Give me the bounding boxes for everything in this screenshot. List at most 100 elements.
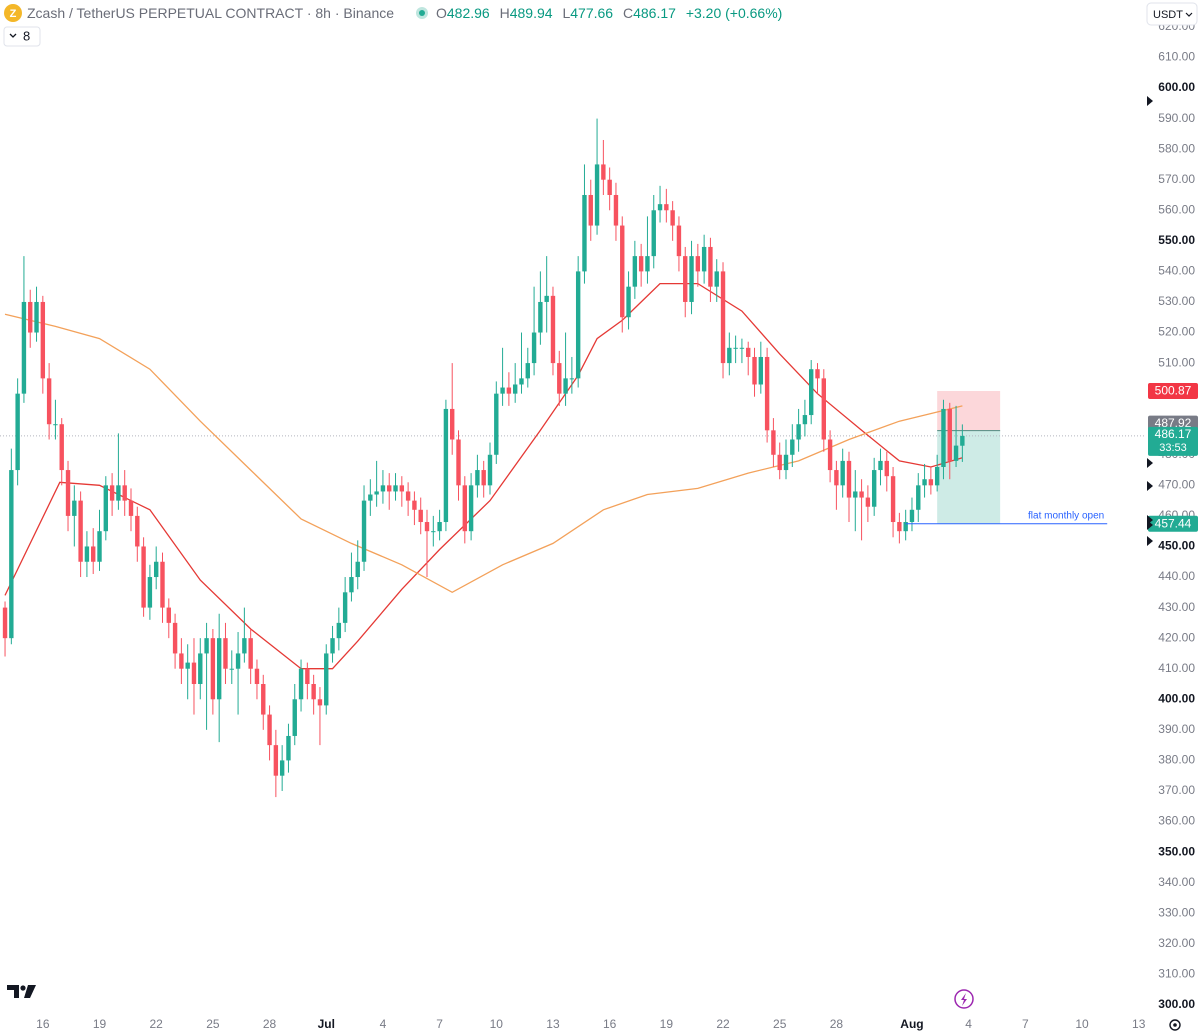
tradingview-logo[interactable] [7,985,36,998]
ohlc-value: 489.94 [510,5,553,21]
candle-body [191,662,197,685]
stop-zone [937,390,1001,431]
y-tick-label: 430.00 [1158,600,1195,614]
candle-body [575,271,581,379]
x-tick-label: 10 [490,1017,504,1031]
currency-button[interactable] [1146,2,1198,26]
ohlc-value: 486.17 [633,5,676,21]
candle-body [254,668,260,685]
price-label-bg [1148,515,1198,532]
caret [1185,12,1193,17]
x-tick-label: 4 [965,1017,972,1031]
candle-body [922,479,927,486]
candle-body [840,460,845,486]
candle-body [15,393,20,471]
candle-body [204,638,209,654]
y-tick-label: 420.00 [1158,630,1195,644]
candle-body [65,470,71,516]
y-tick-label: 400.00 [1158,691,1195,705]
candle-body [897,522,902,532]
candle-body [519,378,524,385]
candle-body [796,424,801,440]
candle-body [890,476,896,523]
candle-body [292,699,297,736]
settings-button[interactable] [1169,1019,1181,1031]
candle-body [783,454,789,471]
candle-body [544,295,549,302]
candle-body [443,408,449,523]
separator: · [331,5,343,21]
marker [1147,458,1153,468]
candle-body [122,485,127,501]
candle-body [431,531,436,533]
candle-body [261,684,266,715]
symbol-line[interactable]: Zcash / TetherUS PERPETUAL CONTRACT · 8h… [27,5,394,21]
y-tick-label: 450.00 [1158,539,1195,553]
y-tick-label: 340.00 [1158,875,1195,889]
candle-body [405,491,411,501]
candle-body [670,210,675,226]
candle-body [172,622,178,654]
candle-body [550,295,556,364]
x-tick-label: 28 [830,1017,844,1031]
candle-body [135,515,140,547]
y-tick-label: 540.00 [1158,264,1195,278]
ohlc-key: O [436,5,447,21]
candle-body [525,363,530,379]
y-tick-label: 610.00 [1158,50,1195,64]
candle-body [777,454,782,471]
candle-body [871,470,877,507]
candle-body [109,485,115,501]
x-tick-label: Jul [318,1017,335,1031]
candle-body [456,439,461,486]
y-tick-label: 530.00 [1158,294,1195,308]
x-tick-label: 13 [1132,1017,1146,1031]
candle-body [103,485,109,532]
candle-body [349,577,354,593]
candle-body [374,491,379,495]
candle-body [557,363,562,394]
candle-body [512,384,518,394]
price-label: 487.92 [1155,416,1192,430]
candle-body [739,347,745,349]
y-tick-label: 470.00 [1158,478,1195,492]
candle-body [853,491,858,498]
last-price: 486.17 [1155,427,1192,441]
plot-area: 300.00 310.00 320.00 330.00 340.00 350.00 360.… [0,19,1198,1031]
candle-body [689,256,694,302]
candle-body [538,301,543,333]
logo-part [20,985,26,991]
candle-body [481,470,486,486]
candle-body [286,735,291,761]
candle-body [53,424,58,426]
candle-body [342,592,348,623]
indicator-toggle[interactable] [3,26,41,47]
candle-body [594,164,600,226]
x-tick-label: 28 [263,1017,277,1031]
candle-body [279,760,285,776]
candle-body [34,301,39,333]
candle-body [878,460,883,471]
candle-body [916,485,921,510]
y-tick-label: 560.00 [1158,202,1195,216]
candle-body [934,467,940,486]
candle-body [821,378,826,440]
candle-body [941,408,946,468]
candle-body [645,256,650,272]
ohlc-value: 482.96 [447,5,490,21]
marker [1147,520,1153,530]
candle-body [424,522,430,532]
marker [1147,536,1153,546]
candle-body [884,460,889,477]
candle-body [733,347,738,349]
x-tick-label: 22 [716,1017,730,1031]
candle-body [638,256,644,272]
candle-body [588,194,593,226]
caret [9,33,17,38]
candle-body [626,286,631,318]
target-zone [937,430,1001,524]
candle-body [953,445,959,461]
candle-body [361,500,367,562]
candle-body [330,638,335,654]
